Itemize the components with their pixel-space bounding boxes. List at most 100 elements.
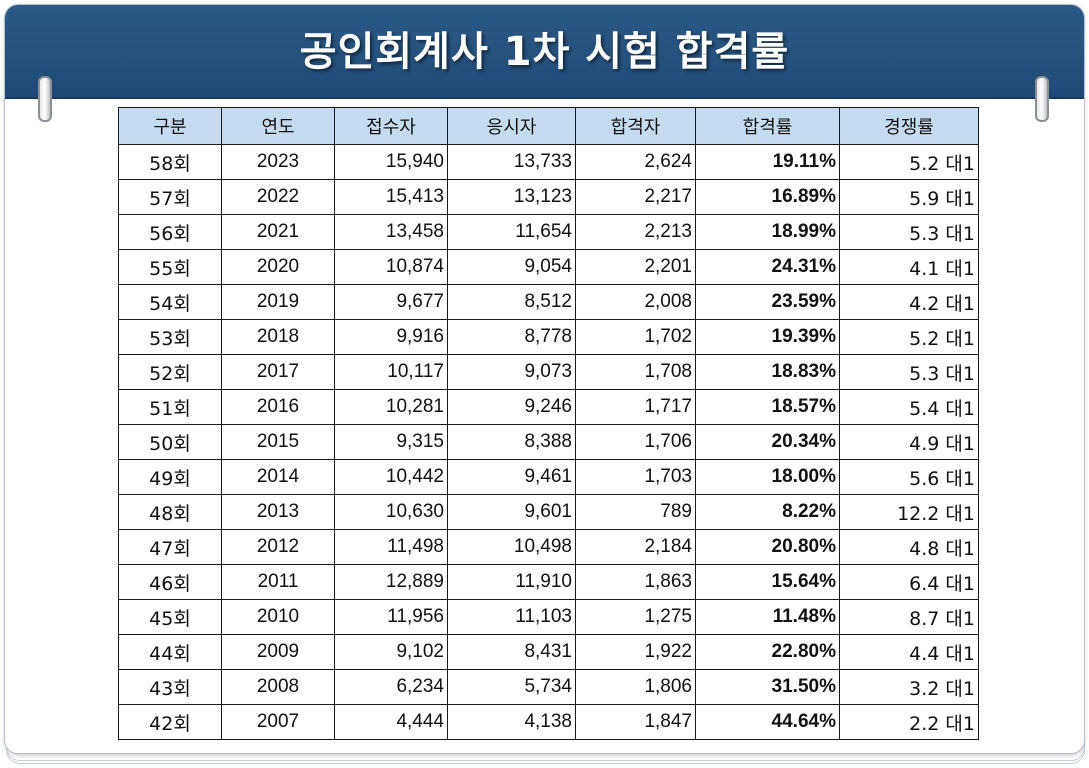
cell-pass-rate: 23.59% xyxy=(695,284,840,320)
cell-applicants: 10,630 xyxy=(334,494,448,530)
table-header-row: 구분 연도 접수자 응시자 합격자 합격률 경쟁률 xyxy=(118,107,979,145)
cell-examinees: 9,246 xyxy=(447,389,576,425)
cell-passers: 2,201 xyxy=(575,249,696,285)
cell-gubun: 49회 xyxy=(118,459,222,495)
cell-applicants: 10,874 xyxy=(334,249,448,285)
card-stack: 공인회계사 1차 시험 합격률 구분 연도 접수자 응시자 합격자 합격 xyxy=(4,4,1085,766)
cell-competition: 5.3 대1 xyxy=(839,354,979,390)
cell-pass-rate: 18.00% xyxy=(695,459,840,495)
binder-ring-right xyxy=(1035,76,1049,122)
cell-examinees: 9,601 xyxy=(447,494,576,530)
cell-pass-rate: 18.57% xyxy=(695,389,840,425)
cell-gubun: 42회 xyxy=(118,704,222,740)
cell-gubun: 56회 xyxy=(118,214,222,250)
table-row: 56회 2021 13,458 11,654 2,213 18.99% 5.3 대1 xyxy=(118,214,979,250)
table-row: 52회 2017 10,117 9,073 1,708 18.83% 5.3 대1 xyxy=(118,354,979,390)
cell-gubun: 47회 xyxy=(118,529,222,565)
cell-pass-rate: 8.22% xyxy=(695,494,840,530)
cell-gubun: 58회 xyxy=(118,144,222,180)
cell-gubun: 50회 xyxy=(118,424,222,460)
cell-gubun: 48회 xyxy=(118,494,222,530)
cell-applicants: 9,677 xyxy=(334,284,448,320)
cell-gubun: 57회 xyxy=(118,179,222,215)
cell-examinees: 13,123 xyxy=(447,179,576,215)
cell-examinees: 4,138 xyxy=(447,704,576,740)
cell-gubun: 43회 xyxy=(118,669,222,705)
header-pass-rate: 합격률 xyxy=(695,107,840,145)
table-row: 48회 2013 10,630 9,601 789 8.22% 12.2 대1 xyxy=(118,494,979,530)
cell-gubun: 44회 xyxy=(118,634,222,670)
cell-gubun: 52회 xyxy=(118,354,222,390)
notepad-card: 공인회계사 1차 시험 합격률 구분 연도 접수자 응시자 합격자 합격 xyxy=(4,4,1085,754)
pass-rate-table: 구분 연도 접수자 응시자 합격자 합격률 경쟁률 58회 2023 15,940 1… xyxy=(118,107,979,740)
cell-pass-rate: 20.34% xyxy=(695,424,840,460)
cell-examinees: 10,498 xyxy=(447,529,576,565)
cell-passers: 2,213 xyxy=(575,214,696,250)
cell-pass-rate: 15.64% xyxy=(695,564,840,600)
cell-competition: 6.4 대1 xyxy=(839,564,979,600)
table-row: 51회 2016 10,281 9,246 1,717 18.57% 5.4 대1 xyxy=(118,389,979,425)
cell-pass-rate: 16.89% xyxy=(695,179,840,215)
cell-year: 2008 xyxy=(221,669,335,705)
cell-applicants: 12,889 xyxy=(334,564,448,600)
cell-examinees: 11,654 xyxy=(447,214,576,250)
cell-year: 2014 xyxy=(221,459,335,495)
table-row: 58회 2023 15,940 13,733 2,624 19.11% 5.2 대1 xyxy=(118,144,979,180)
table-row: 47회 2012 11,498 10,498 2,184 20.80% 4.8 대1 xyxy=(118,529,979,565)
binder-ring-left xyxy=(38,76,52,122)
cell-examinees: 8,388 xyxy=(447,424,576,460)
cell-year: 2019 xyxy=(221,284,335,320)
cell-passers: 1,863 xyxy=(575,564,696,600)
cell-passers: 2,624 xyxy=(575,144,696,180)
table-row: 49회 2014 10,442 9,461 1,703 18.00% 5.6 대1 xyxy=(118,459,979,495)
cell-pass-rate: 31.50% xyxy=(695,669,840,705)
cell-applicants: 9,315 xyxy=(334,424,448,460)
cell-year: 2016 xyxy=(221,389,335,425)
cell-examinees: 11,910 xyxy=(447,564,576,600)
table-row: 55회 2020 10,874 9,054 2,201 24.31% 4.1 대1 xyxy=(118,249,979,285)
header-examinees: 응시자 xyxy=(447,107,576,145)
table-row: 54회 2019 9,677 8,512 2,008 23.59% 4.2 대1 xyxy=(118,284,979,320)
cell-year: 2022 xyxy=(221,179,335,215)
cell-passers: 789 xyxy=(575,494,696,530)
cell-passers: 2,217 xyxy=(575,179,696,215)
cell-competition: 4.2 대1 xyxy=(839,284,979,320)
cell-pass-rate: 24.31% xyxy=(695,249,840,285)
title-banner: 공인회계사 1차 시험 합격률 xyxy=(5,5,1084,99)
cell-passers: 1,703 xyxy=(575,459,696,495)
cell-pass-rate: 44.64% xyxy=(695,704,840,740)
table-row: 53회 2018 9,916 8,778 1,702 19.39% 5.2 대1 xyxy=(118,319,979,355)
cell-examinees: 8,512 xyxy=(447,284,576,320)
cell-competition: 12.2 대1 xyxy=(839,494,979,530)
cell-gubun: 51회 xyxy=(118,389,222,425)
cell-competition: 2.2 대1 xyxy=(839,704,979,740)
cell-examinees: 11,103 xyxy=(447,599,576,635)
table-row: 50회 2015 9,315 8,388 1,706 20.34% 4.9 대1 xyxy=(118,424,979,460)
cell-gubun: 55회 xyxy=(118,249,222,285)
cell-year: 2015 xyxy=(221,424,335,460)
header-gubun: 구분 xyxy=(118,107,222,145)
header-year: 연도 xyxy=(221,107,335,145)
cell-passers: 1,922 xyxy=(575,634,696,670)
cell-examinees: 8,431 xyxy=(447,634,576,670)
header-applicants: 접수자 xyxy=(334,107,448,145)
table-row: 43회 2008 6,234 5,734 1,806 31.50% 3.2 대1 xyxy=(118,669,979,705)
cell-pass-rate: 22.80% xyxy=(695,634,840,670)
cell-pass-rate: 20.80% xyxy=(695,529,840,565)
cell-competition: 4.4 대1 xyxy=(839,634,979,670)
cell-pass-rate: 19.11% xyxy=(695,144,840,180)
cell-applicants: 6,234 xyxy=(334,669,448,705)
cell-applicants: 4,444 xyxy=(334,704,448,740)
cell-examinees: 9,073 xyxy=(447,354,576,390)
header-passers: 합격자 xyxy=(575,107,696,145)
cell-applicants: 10,117 xyxy=(334,354,448,390)
cell-applicants: 11,956 xyxy=(334,599,448,635)
cell-applicants: 15,940 xyxy=(334,144,448,180)
cell-year: 2018 xyxy=(221,319,335,355)
cell-gubun: 53회 xyxy=(118,319,222,355)
cell-applicants: 10,442 xyxy=(334,459,448,495)
cell-pass-rate: 11.48% xyxy=(695,599,840,635)
cell-year: 2017 xyxy=(221,354,335,390)
cell-gubun: 45회 xyxy=(118,599,222,635)
cell-year: 2013 xyxy=(221,494,335,530)
